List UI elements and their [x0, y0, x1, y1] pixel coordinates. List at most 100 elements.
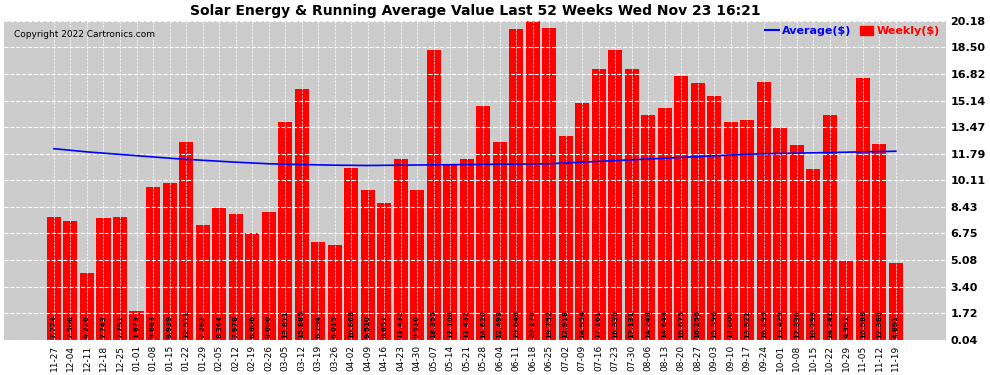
- Text: 14.954: 14.954: [579, 310, 585, 338]
- Bar: [674, 76, 688, 340]
- Bar: [311, 242, 325, 340]
- Bar: [96, 218, 111, 340]
- Bar: [427, 50, 441, 340]
- Text: 13.921: 13.921: [744, 310, 750, 338]
- Text: 13.800: 13.800: [728, 310, 734, 338]
- Bar: [47, 217, 61, 340]
- Text: 8.344: 8.344: [216, 315, 222, 338]
- Bar: [377, 203, 391, 340]
- Bar: [195, 225, 210, 340]
- Bar: [741, 120, 754, 340]
- Bar: [345, 168, 358, 340]
- Bar: [790, 145, 804, 340]
- Text: 11.432: 11.432: [398, 310, 404, 338]
- Bar: [657, 108, 672, 340]
- Text: 16.675: 16.675: [678, 310, 684, 338]
- Text: 12.511: 12.511: [183, 310, 189, 338]
- Bar: [823, 115, 837, 340]
- Bar: [575, 104, 589, 340]
- Text: 7.774: 7.774: [50, 315, 57, 338]
- Bar: [592, 69, 606, 341]
- Text: 14.248: 14.248: [645, 310, 651, 338]
- Text: 1.873: 1.873: [134, 315, 140, 338]
- Text: Copyright 2022 Cartronics.com: Copyright 2022 Cartronics.com: [14, 30, 154, 39]
- Bar: [410, 190, 424, 340]
- Text: 18.330: 18.330: [612, 310, 618, 338]
- Bar: [328, 245, 342, 340]
- Text: 12.330: 12.330: [794, 310, 800, 338]
- Bar: [889, 263, 903, 340]
- Text: 4.226: 4.226: [84, 315, 90, 338]
- Bar: [146, 187, 160, 340]
- Text: 14.644: 14.644: [661, 310, 667, 338]
- Text: 19.752: 19.752: [546, 310, 552, 338]
- Text: 11.432: 11.432: [463, 310, 469, 338]
- Bar: [261, 212, 275, 340]
- Text: 13.811: 13.811: [282, 310, 288, 338]
- Bar: [840, 261, 853, 340]
- Text: 9.510: 9.510: [364, 315, 370, 338]
- Text: 14.820: 14.820: [480, 310, 486, 338]
- Text: 6.806: 6.806: [249, 315, 255, 338]
- Text: 10.799: 10.799: [810, 310, 817, 338]
- Text: 7.506: 7.506: [67, 315, 73, 338]
- Text: 4.891: 4.891: [893, 315, 899, 338]
- Text: 8.096: 8.096: [265, 315, 271, 338]
- Bar: [642, 115, 655, 340]
- Bar: [608, 50, 622, 340]
- Bar: [212, 208, 226, 340]
- Title: Solar Energy & Running Average Value Last 52 Weeks Wed Nov 23 16:21: Solar Energy & Running Average Value Las…: [189, 4, 760, 18]
- Bar: [509, 29, 523, 340]
- Bar: [543, 27, 556, 340]
- Bar: [130, 311, 144, 340]
- Bar: [63, 222, 77, 340]
- Text: 4.991: 4.991: [843, 315, 849, 338]
- Bar: [625, 69, 639, 340]
- Bar: [444, 164, 457, 340]
- Text: 6.194: 6.194: [315, 315, 321, 338]
- Text: 11.108: 11.108: [447, 310, 453, 338]
- Text: 6.015: 6.015: [332, 315, 338, 338]
- Bar: [179, 142, 193, 340]
- Text: 12.918: 12.918: [562, 310, 568, 338]
- Bar: [113, 217, 127, 340]
- Text: 7.743: 7.743: [101, 315, 107, 338]
- Text: 17.161: 17.161: [596, 310, 602, 338]
- Bar: [394, 159, 408, 340]
- Text: 10.868: 10.868: [348, 310, 354, 338]
- Bar: [872, 144, 886, 340]
- Bar: [476, 106, 490, 340]
- Bar: [493, 142, 507, 340]
- Text: 14.241: 14.241: [827, 310, 833, 338]
- Bar: [80, 273, 94, 340]
- Text: 19.646: 19.646: [513, 310, 519, 338]
- Text: 18.355: 18.355: [431, 310, 437, 338]
- Bar: [295, 89, 309, 340]
- Text: 16.588: 16.588: [859, 310, 866, 338]
- Legend: Average($), Weekly($): Average($), Weekly($): [765, 26, 940, 36]
- Bar: [724, 122, 738, 340]
- Bar: [558, 136, 572, 340]
- Text: 15.885: 15.885: [299, 310, 305, 338]
- Bar: [162, 183, 176, 340]
- Text: 16.256: 16.256: [695, 310, 701, 338]
- Text: 7.978: 7.978: [233, 315, 239, 338]
- Bar: [707, 96, 722, 340]
- Bar: [773, 128, 787, 341]
- Bar: [278, 122, 292, 340]
- Text: 16.295: 16.295: [760, 310, 766, 338]
- Text: 7.791: 7.791: [117, 315, 123, 338]
- Bar: [855, 78, 870, 340]
- Text: 9.510: 9.510: [414, 315, 420, 338]
- Bar: [806, 169, 821, 340]
- Bar: [360, 190, 374, 340]
- Text: 15.396: 15.396: [711, 310, 717, 338]
- Bar: [229, 214, 243, 340]
- Text: 17.131: 17.131: [629, 310, 635, 338]
- Text: 9.663: 9.663: [150, 315, 156, 338]
- Bar: [691, 83, 705, 340]
- Text: 13.429: 13.429: [777, 310, 783, 338]
- Bar: [756, 82, 771, 340]
- Text: 9.939: 9.939: [166, 315, 172, 338]
- Text: 20.178: 20.178: [530, 310, 536, 338]
